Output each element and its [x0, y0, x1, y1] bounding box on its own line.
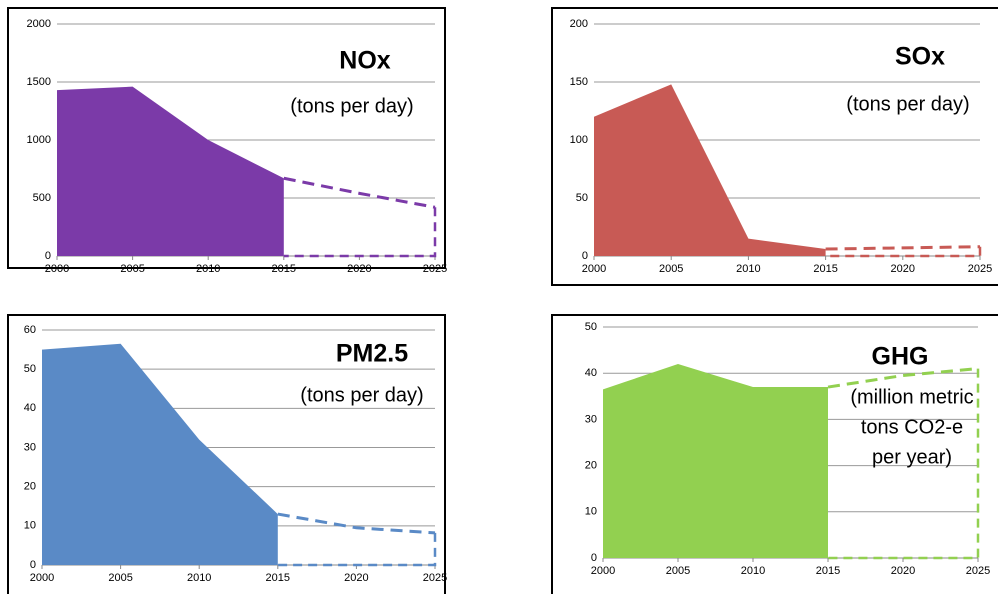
- x-tick-label: 2020: [891, 565, 915, 577]
- y-tick-label: 30: [24, 441, 36, 453]
- area: [603, 363, 828, 558]
- projection-outline: [828, 368, 980, 560]
- y-tick-label: 0: [30, 559, 36, 571]
- x-tick-label: 2010: [196, 263, 220, 275]
- x-tick-label: 2000: [582, 263, 606, 275]
- y-tick-label: 100: [570, 134, 588, 146]
- chart-subtitle: (tons per day): [290, 95, 413, 117]
- y-tick-label: 60: [24, 324, 36, 336]
- chart-title: SOx: [895, 43, 945, 71]
- y-tick-label: 1500: [27, 76, 51, 88]
- projection-line: [827, 367, 979, 389]
- x-tick-label: 2005: [108, 572, 132, 584]
- y-tick-label: 10: [585, 506, 597, 518]
- y-tick-label: 50: [24, 363, 36, 375]
- projection-line: [277, 512, 436, 535]
- x-tick-label: 2000: [45, 263, 69, 275]
- x-tick-label: 2005: [666, 565, 690, 577]
- x-tick-label: 2000: [30, 572, 54, 584]
- y-tick-label: 20: [24, 481, 36, 493]
- area: [594, 84, 826, 256]
- y-tick-label: 50: [585, 321, 597, 333]
- y-tick-label: 10: [24, 520, 36, 532]
- projection-outline: [277, 532, 437, 567]
- projection-outline: [283, 207, 437, 258]
- y-tick-label: 40: [585, 367, 597, 379]
- y-tick-label: 150: [570, 76, 588, 88]
- x-tick-label: 2025: [968, 263, 992, 275]
- x-tick-label: 2015: [266, 572, 290, 584]
- y-tick-label: 20: [585, 460, 597, 472]
- chart-subtitle: per year): [872, 446, 952, 468]
- y-tick-label: 500: [33, 192, 51, 204]
- area: [57, 86, 284, 256]
- x-tick-label: 2020: [891, 263, 915, 275]
- projection-outline: [825, 246, 982, 258]
- x-tick-label: 2010: [187, 572, 211, 584]
- x-tick-label: 2015: [813, 263, 837, 275]
- chart-subtitle: (tons per day): [300, 384, 423, 406]
- y-tick-label: 0: [582, 250, 588, 262]
- chart-subtitle: (tons per day): [846, 93, 969, 115]
- y-tick-label: 1000: [27, 134, 51, 146]
- x-tick-label: 2010: [736, 263, 760, 275]
- chart-subtitle: tons CO2-e: [861, 416, 963, 438]
- chart-title: PM2.5: [336, 340, 408, 368]
- x-tick-label: 2000: [591, 565, 615, 577]
- y-tick-label: 2000: [27, 18, 51, 30]
- x-tick-label: 2005: [120, 263, 144, 275]
- x-tick-label: 2025: [966, 565, 990, 577]
- area: [42, 343, 278, 565]
- x-tick-label: 2010: [741, 565, 765, 577]
- x-tick-label: 2025: [423, 572, 447, 584]
- y-tick-label: 50: [576, 192, 588, 204]
- chart-title: GHG: [872, 343, 929, 371]
- y-tick-label: 0: [591, 552, 597, 564]
- x-tick-label: 2015: [272, 263, 296, 275]
- projection-line: [283, 176, 436, 209]
- x-tick-label: 2020: [344, 572, 368, 584]
- y-tick-label: 40: [24, 402, 36, 414]
- x-tick-label: 2025: [423, 263, 447, 275]
- chart-subtitle: (million metric: [850, 386, 973, 408]
- y-tick-label: 0: [45, 250, 51, 262]
- y-tick-label: 200: [570, 18, 588, 30]
- x-tick-label: 2005: [659, 263, 683, 275]
- x-tick-label: 2015: [816, 565, 840, 577]
- chart-title: NOx: [339, 47, 391, 75]
- y-tick-label: 30: [585, 413, 597, 425]
- x-tick-label: 2020: [347, 263, 371, 275]
- projection-line: [825, 245, 981, 251]
